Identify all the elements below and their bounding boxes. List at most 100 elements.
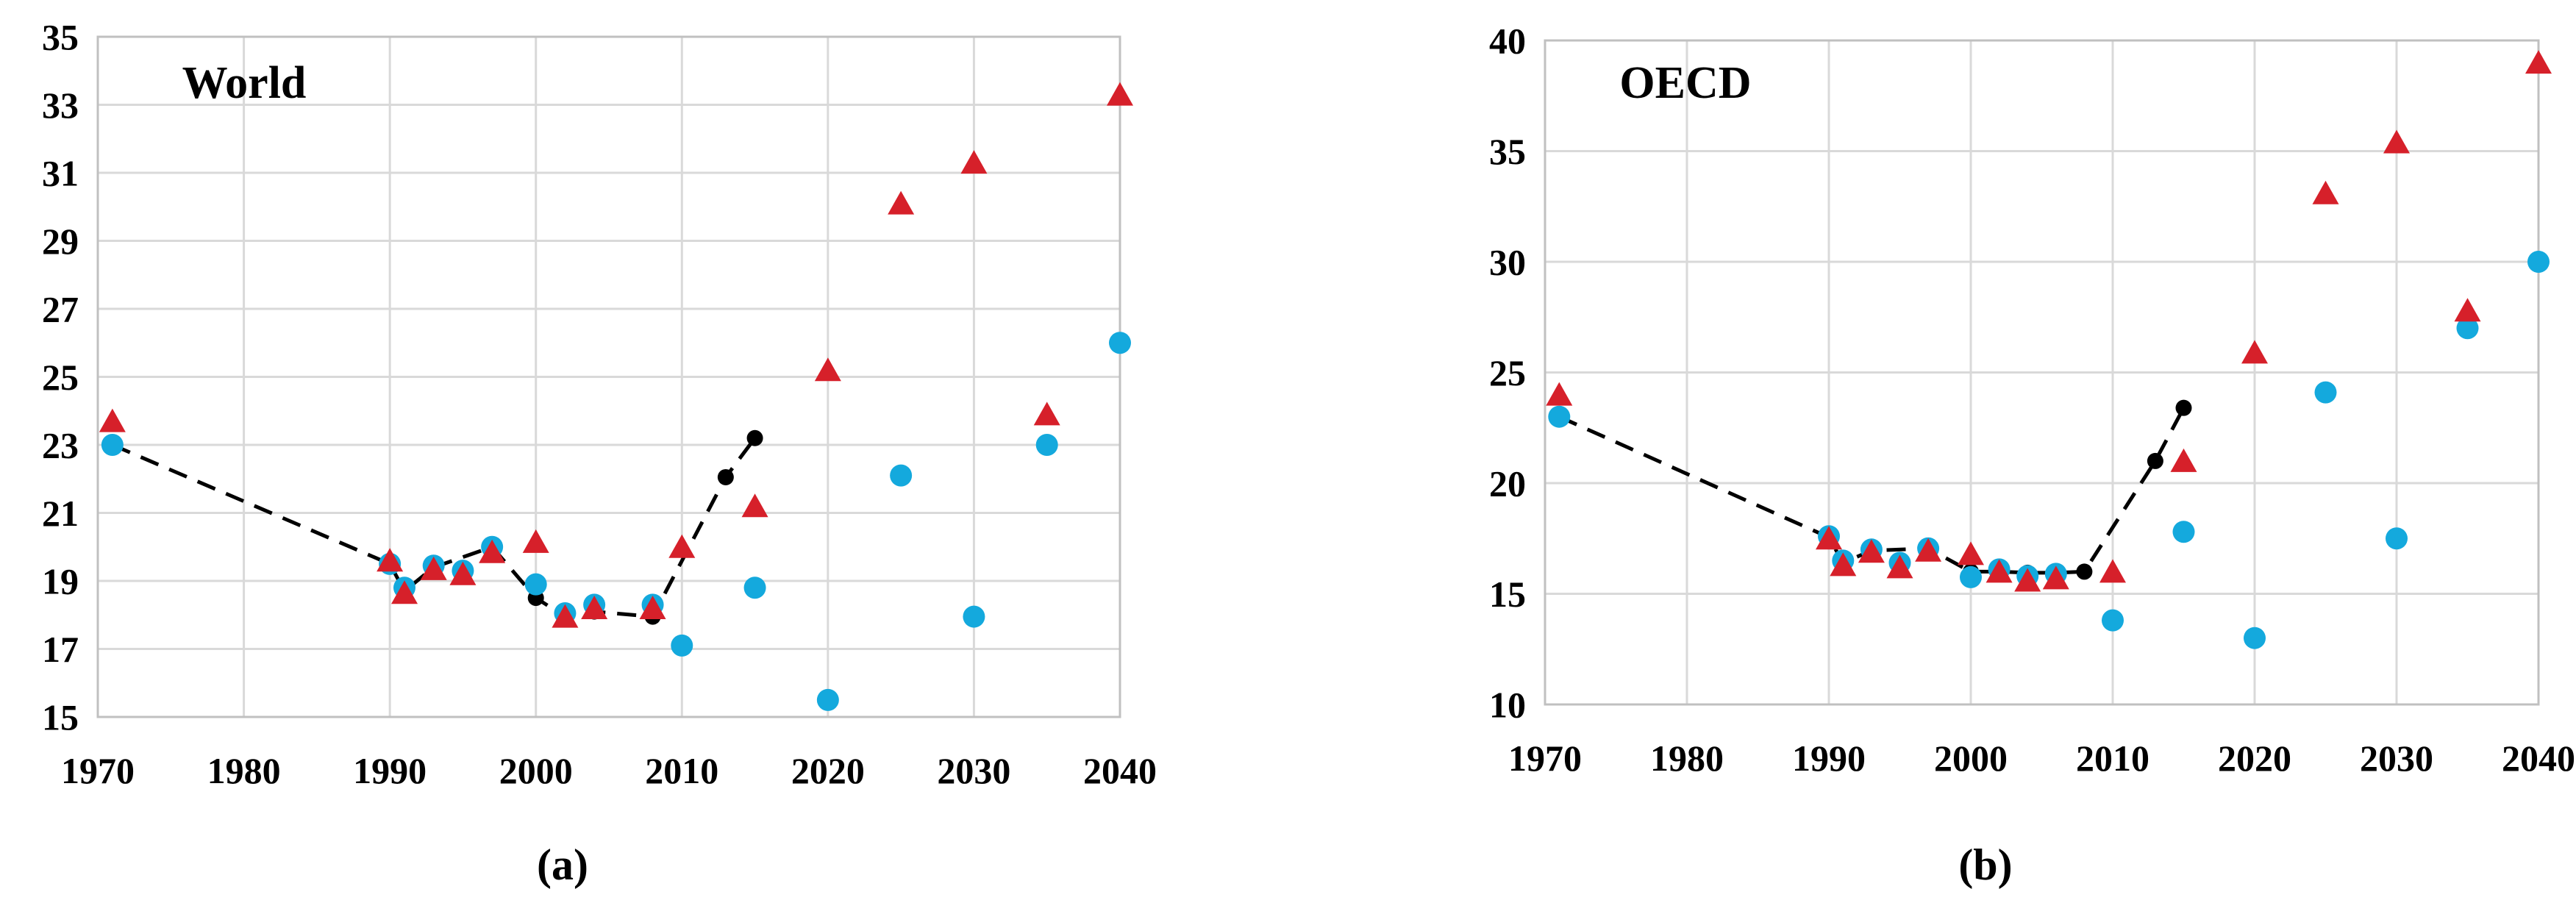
y-tick-label: 10	[1489, 685, 1526, 726]
x-tick-label: 2040	[1083, 750, 1157, 791]
dot-marker	[717, 468, 734, 485]
triangle-marker	[639, 596, 666, 619]
chart-title: OECD	[1619, 58, 1751, 108]
x-tick-label: 2010	[2076, 738, 2149, 779]
x-tick-label: 2040	[2502, 738, 2575, 779]
y-tick-label: 33	[42, 85, 79, 126]
gridlines	[1544, 39, 2540, 706]
triangle-marker	[479, 539, 506, 563]
circle-marker	[671, 634, 693, 657]
circle-marker	[1548, 405, 1571, 428]
circle-marker	[101, 434, 124, 456]
x-tick-label: 2030	[937, 750, 1010, 791]
triangle-marker	[2042, 565, 2069, 590]
y-tick-label: 15	[1489, 574, 1526, 615]
circle-marker	[524, 573, 547, 596]
y-tick-label: 25	[42, 357, 79, 398]
triangle-marker	[2014, 568, 2041, 592]
y-tick-label: 29	[42, 221, 79, 262]
circle-marker	[2102, 609, 2124, 632]
circle-marker	[1960, 565, 1982, 588]
dot-marker	[2076, 563, 2093, 580]
triangle-marker	[1816, 526, 1842, 550]
triangle-marker	[377, 548, 404, 572]
triangle-marker	[2525, 50, 2552, 74]
triangle-marker	[1033, 401, 1060, 426]
x-tick-label: 2000	[499, 750, 573, 791]
red-triangle-scenario	[1546, 50, 2552, 592]
chart-title: World	[182, 58, 307, 108]
x-tick-label: 1990	[1792, 738, 1866, 779]
circle-marker	[2456, 317, 2479, 340]
y-tick-label: 19	[42, 561, 79, 602]
y-tick-label: 25	[1489, 352, 1526, 393]
triangle-marker	[888, 190, 915, 215]
x-tick-label: 1990	[353, 750, 427, 791]
triangle-marker	[552, 604, 579, 628]
triangle-marker	[391, 580, 418, 604]
panel-a-caption: (a)	[537, 840, 588, 889]
triangle-marker	[1985, 559, 2013, 583]
triangle-marker	[1830, 552, 1857, 577]
triangle-marker	[2170, 448, 2197, 472]
triangle-marker	[1886, 554, 1913, 579]
x-tick-label: 1980	[1650, 738, 1724, 779]
dot-marker	[2147, 452, 2163, 469]
triangle-marker	[449, 561, 477, 585]
circle-marker	[2386, 527, 2408, 550]
circle-marker	[2244, 627, 2266, 649]
y-tick-label: 30	[1489, 242, 1526, 283]
plot-border	[96, 35, 1121, 718]
y-tick-label: 35	[42, 17, 79, 58]
triangle-marker	[522, 529, 549, 553]
triangle-marker	[99, 408, 126, 432]
triangle-marker	[668, 534, 696, 558]
triangle-marker	[1858, 539, 1885, 563]
circle-marker	[2314, 381, 2337, 404]
triangle-marker	[2454, 298, 2481, 322]
panel-b-caption: (b)	[1958, 840, 2013, 889]
y-tick-label: 15	[42, 697, 79, 738]
red-triangle-scenario	[99, 82, 1133, 628]
triangle-marker	[2241, 340, 2268, 364]
x-tick-label: 2020	[791, 750, 865, 791]
triangle-marker	[420, 556, 447, 580]
plot-border	[1544, 39, 2540, 706]
circle-marker	[743, 577, 766, 599]
circle-marker	[890, 464, 913, 487]
triangle-marker	[581, 596, 608, 619]
y-tick-label: 27	[42, 289, 79, 330]
y-tick-label: 23	[42, 425, 79, 466]
triangle-marker	[2383, 129, 2410, 154]
triangle-marker	[960, 150, 988, 174]
y-tick-label: 17	[42, 629, 79, 670]
y-tick-label: 35	[1489, 131, 1526, 172]
triangle-marker	[1958, 541, 1984, 565]
triangle-marker	[1546, 382, 1573, 406]
axis-tick-labels: 15 17 19 21 23 25 27 29 31 33 35 1970 1980 1990 2000 20…	[42, 17, 1157, 792]
x-tick-label: 2010	[645, 750, 718, 791]
triangle-marker	[1915, 538, 1942, 562]
x-tick-label: 2000	[1934, 738, 2008, 779]
circle-marker	[963, 605, 985, 628]
x-tick-label: 1980	[207, 750, 281, 791]
y-tick-label: 20	[1489, 463, 1526, 504]
circle-marker	[1109, 332, 1131, 354]
x-tick-label: 1970	[61, 750, 135, 791]
dot-marker	[746, 429, 763, 446]
dot-marker	[2175, 399, 2192, 416]
y-tick-label: 21	[42, 493, 79, 534]
triangle-marker	[814, 357, 841, 382]
triangle-marker	[1107, 82, 1133, 106]
blue-circle-scenario	[1548, 251, 2550, 649]
triangle-marker	[2312, 180, 2339, 204]
x-tick-label: 2020	[2218, 738, 2291, 779]
triangle-marker	[741, 493, 768, 518]
triangle-marker	[2099, 559, 2126, 583]
circle-marker	[816, 688, 839, 711]
x-tick-label: 2030	[2360, 738, 2433, 779]
circle-marker	[2172, 521, 2195, 543]
